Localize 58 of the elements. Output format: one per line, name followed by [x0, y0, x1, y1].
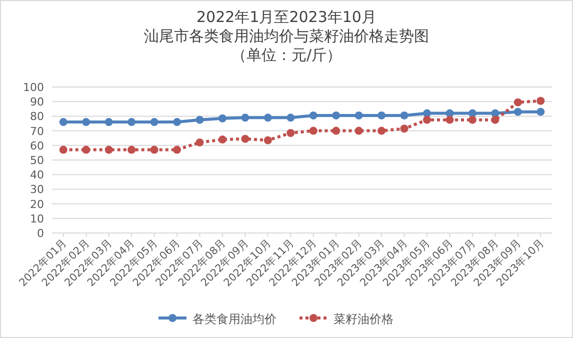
point: [150, 146, 158, 154]
y-tick-label: 80: [30, 110, 44, 124]
point: [514, 98, 522, 106]
y-tick-label: 90: [30, 96, 44, 109]
point: [423, 109, 431, 118]
chart-title: 2022年1月至2023年10月: [196, 8, 376, 26]
point: [82, 146, 90, 154]
point: [104, 146, 113, 154]
y-tick-label: 100: [23, 81, 44, 94]
y-tick-label: 40: [30, 168, 44, 182]
point: [218, 136, 226, 144]
legend-label: 菜籽油价格: [334, 312, 394, 326]
y-tick-label: 10: [30, 212, 44, 226]
point: [378, 126, 386, 135]
chart-subtitle: 汕尾市各类食用油均价与菜籽油价格走势图: [144, 27, 429, 45]
point: [491, 116, 500, 124]
point: [218, 114, 226, 122]
point: [59, 146, 68, 154]
point: [468, 116, 476, 124]
point: [446, 116, 454, 124]
point: [59, 118, 68, 126]
point: [173, 146, 181, 154]
point: [354, 111, 363, 120]
legend-label: 各类食用油均价: [192, 312, 276, 326]
y-tick-label: 60: [30, 139, 44, 152]
point: [514, 108, 522, 116]
y-tick-label: 20: [30, 198, 44, 211]
point: [104, 118, 113, 126]
y-tick-label: 50: [30, 154, 44, 167]
point: [264, 114, 272, 122]
point: [332, 126, 340, 135]
point: [241, 134, 250, 143]
point: [536, 108, 545, 116]
point: [286, 114, 295, 122]
point: [196, 116, 204, 124]
point: [150, 118, 158, 126]
point: [309, 111, 318, 120]
y-tick-label: 70: [30, 124, 44, 138]
point: [446, 109, 454, 118]
point: [128, 146, 136, 154]
point: [378, 111, 386, 120]
point: [82, 118, 90, 126]
point: [241, 114, 250, 122]
point: [400, 111, 408, 120]
point: [309, 126, 318, 135]
point: [400, 124, 408, 133]
point: [286, 128, 295, 137]
point: [264, 136, 272, 144]
y-tick-label: 30: [30, 183, 44, 196]
point: [332, 111, 340, 120]
text: （单位：元/斤）: [231, 46, 342, 64]
point: [423, 116, 431, 124]
point: [536, 96, 545, 105]
point: [128, 118, 136, 126]
point: [354, 126, 363, 135]
point: [196, 138, 204, 146]
point: [173, 118, 181, 126]
y-tick-label: 0: [37, 227, 44, 240]
